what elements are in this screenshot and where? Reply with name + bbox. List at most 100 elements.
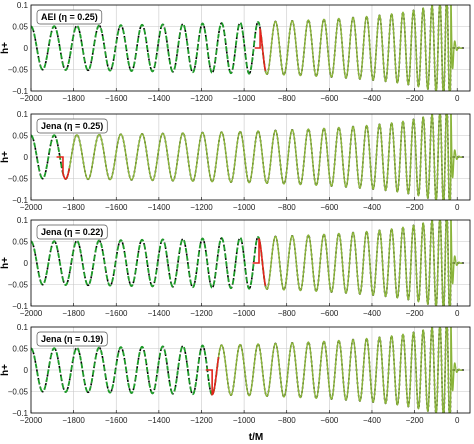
axes-box: [30, 219, 471, 307]
axes-box: [30, 4, 471, 92]
y-tick-label: −0.1: [12, 409, 28, 418]
y-axis-label: h+: [0, 42, 11, 54]
series-green-dashed: [31, 344, 220, 396]
x-tick-label: −800: [278, 203, 297, 212]
x-tick-label: −800: [278, 94, 297, 103]
x-tick-label: −1400: [148, 309, 171, 318]
x-tick-label: −1800: [62, 94, 85, 103]
y-tick-label: 0: [24, 44, 29, 53]
x-tick-label: −2000: [20, 416, 43, 425]
panel-label-text: Jena (η = 0.22): [41, 227, 103, 237]
panel-label: Jena (η = 0.19): [36, 331, 108, 347]
x-tick-label: −1200: [190, 94, 213, 103]
series-green-dashed: [31, 21, 267, 75]
y-tick-label: −0.1: [12, 196, 28, 205]
x-tick-label: −600: [320, 416, 339, 425]
y-axis-label: h+: [0, 257, 11, 269]
y-tick-label: 0.1: [17, 110, 29, 119]
x-tick-label: −400: [363, 203, 382, 212]
series-red-transition: [205, 356, 220, 396]
x-tick-label: −200: [406, 309, 425, 318]
x-tick-label: −1800: [62, 416, 85, 425]
x-tick-label: −800: [278, 309, 297, 318]
x-tick-label: −1600: [105, 94, 128, 103]
x-tick-label: −1000: [233, 309, 256, 318]
panel-label-box: [36, 224, 108, 240]
x-tick-label: −2000: [20, 94, 43, 103]
y-tick-label: −0.05: [8, 281, 29, 290]
panel-label-box: [36, 118, 108, 134]
x-tick-label: −2000: [20, 203, 43, 212]
series-green-dashed: [31, 236, 267, 290]
panel-label-box: [36, 331, 108, 347]
panel-2: −2000 −1800 −1600 −1400 −1200 −1000 −800 −600 −4…: [0, 110, 471, 212]
series-olive-solid: [217, 327, 463, 413]
plot-area: [31, 5, 465, 91]
panel-1: −2000 −1800 −1600 −1400 −1200 −1000 −800 −600 −4…: [0, 1, 471, 103]
x-tick-label: 0: [455, 203, 460, 212]
x-tick-label: −1200: [190, 203, 213, 212]
x-tick-label: −600: [320, 94, 339, 103]
x-tick-label: −1400: [148, 416, 171, 425]
x-tick-label: −400: [363, 416, 382, 425]
x-tick-label: −1800: [62, 309, 85, 318]
y-tick-label: −0.05: [8, 66, 29, 75]
x-tick-label: 0: [455, 416, 460, 425]
y-tick-label: 0.05: [12, 238, 28, 247]
x-tick-label: −2000: [20, 309, 43, 318]
x-tick-label: −1600: [105, 203, 128, 212]
y-tick-label: −0.1: [12, 87, 28, 96]
y-tick-label: 0.1: [17, 323, 29, 332]
series-red-transition: [254, 28, 267, 72]
x-tick-label: −400: [363, 309, 382, 318]
x-tick-label: −400: [363, 94, 382, 103]
series-olive-solid: [264, 220, 463, 306]
x-tick-label: −200: [406, 416, 425, 425]
x-tick-label: −800: [278, 416, 297, 425]
series-red-transition: [56, 156, 71, 180]
y-tick-label: 0: [24, 259, 29, 268]
x-tick-label: −1400: [148, 94, 171, 103]
x-tick-label: −1800: [62, 203, 85, 212]
series-olive-solid: [264, 5, 463, 91]
x-tick-label: −1000: [233, 416, 256, 425]
y-tick-label: −0.05: [8, 388, 29, 397]
x-tick-label: −1200: [190, 309, 213, 318]
panel-label-text: Jena (η = 0.19): [41, 334, 103, 344]
x-tick-label: −600: [320, 309, 339, 318]
series-olive-solid: [68, 114, 463, 200]
x-tick-label: −600: [320, 203, 339, 212]
y-tick-label: 0.05: [12, 23, 28, 32]
plot-area: [31, 220, 465, 306]
x-axis-label: t/M: [249, 432, 263, 443]
panel-label-text: AEI (η = 0.25): [41, 12, 98, 22]
x-tick-label: −1600: [105, 416, 128, 425]
panel-label-box: [36, 9, 103, 25]
x-tick-label: −200: [406, 203, 425, 212]
x-tick-label: −1200: [190, 416, 213, 425]
y-tick-label: 0: [24, 153, 29, 162]
y-tick-label: 0.05: [12, 345, 28, 354]
x-tick-label: 0: [455, 94, 460, 103]
y-tick-label: 0.1: [17, 216, 29, 225]
x-tick-label: −1600: [105, 309, 128, 318]
y-tick-label: 0.1: [17, 1, 29, 10]
axes-box: [30, 113, 471, 201]
panel-label: Jena (η = 0.25): [36, 118, 108, 134]
panel-4: −2000 −1800 −1600 −1400 −1200 −1000 −800 −600 −4…: [0, 323, 471, 425]
x-tick-label: −1400: [148, 203, 171, 212]
panel-3: −2000 −1800 −1600 −1400 −1200 −1000 −800 −600 −4…: [0, 216, 471, 318]
y-tick-label: 0.05: [12, 132, 28, 141]
panel-label-text: Jena (η = 0.25): [41, 121, 103, 131]
y-axis-label: h+: [0, 151, 11, 163]
plot-area: [31, 327, 465, 413]
x-tick-label: 0: [455, 309, 460, 318]
axes-box: [30, 326, 471, 414]
panel-label: AEI (η = 0.25): [36, 9, 103, 25]
x-tick-label: −1000: [233, 94, 256, 103]
plot-area: [31, 114, 465, 200]
x-tick-label: −200: [406, 94, 425, 103]
panel-label: Jena (η = 0.22): [36, 224, 108, 240]
x-tick-label: −1000: [233, 203, 256, 212]
